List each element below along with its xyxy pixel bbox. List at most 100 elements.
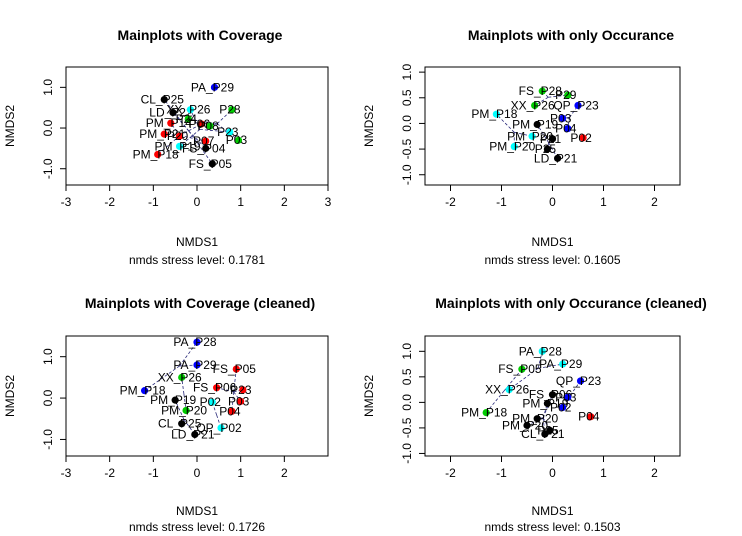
spider-line (190, 109, 201, 130)
point-label: P04 (219, 404, 241, 418)
x-tick-label: -1 (148, 195, 159, 209)
panel-3: Mainplots with Coverage (cleaned) -3 -2 -1 0… (3, 295, 329, 534)
data-point (554, 154, 562, 162)
data-point (587, 413, 595, 421)
data-point (178, 420, 186, 428)
data-point (505, 386, 513, 394)
point-label: XX_P26 (511, 98, 555, 112)
data-point (239, 386, 247, 394)
data-point (213, 384, 221, 392)
x-tick-label: 0 (194, 466, 201, 480)
data-point (538, 87, 546, 95)
point-label: PM_P19 (512, 117, 558, 131)
spider-line (542, 417, 546, 435)
y-tick-label: 1.0 (400, 343, 414, 360)
data-point (175, 132, 184, 140)
spider-line (144, 365, 180, 391)
point-label: XX_P26 (485, 383, 529, 397)
y-tick-label: -1.0 (41, 158, 55, 179)
point-label: PM_P19 (155, 139, 201, 153)
y-tick-label: -1.0 (400, 164, 414, 185)
point-label: FS_P04 (182, 141, 226, 155)
y-tick-label: 1.0 (41, 79, 55, 96)
point-label: P03 (226, 133, 248, 147)
x-tick-label: -2 (445, 195, 456, 209)
x-tick-label: 2 (281, 466, 288, 480)
data-point (191, 430, 199, 439)
point-label: PA_P29 (539, 357, 582, 371)
spider-line (508, 368, 539, 390)
x-tick-label: 0 (194, 195, 201, 209)
point-label: P29 (555, 88, 577, 102)
data-point (226, 128, 234, 136)
point-label: PM_P18 (120, 384, 166, 398)
y-tick-label: 0.5 (400, 89, 414, 106)
data-point (178, 373, 186, 381)
data-point (186, 106, 195, 114)
data-point (182, 406, 190, 415)
x-axis-label: NMDS1 (176, 504, 218, 518)
point-label: LD_P21 (534, 151, 578, 165)
data-point (202, 144, 210, 152)
data-point (154, 150, 162, 159)
data-point (564, 91, 572, 99)
point-label: PM_P20 (489, 140, 535, 154)
y-axis-label: NMDS2 (3, 375, 17, 417)
point-label: P07 (193, 134, 215, 148)
point-label: QP_P23 (553, 98, 599, 112)
x-axis-label: NMDS1 (531, 235, 573, 249)
point-label: PM_P20 (507, 129, 553, 143)
spider-line (183, 393, 187, 411)
data-point (237, 397, 245, 405)
data-point (576, 377, 585, 385)
data-point (543, 145, 552, 153)
y-tick-label: 0.0 (41, 119, 55, 136)
data-point (492, 110, 500, 118)
data-point (564, 124, 572, 133)
spider-line (216, 123, 239, 141)
data-point (541, 430, 549, 438)
x-tick-label: 0 (549, 466, 556, 480)
panel-title: Mainplots with Coverage (cleaned) (85, 295, 315, 311)
point-label: PA_P28 (173, 335, 216, 349)
data-point (167, 119, 175, 127)
point-label: P02 (200, 395, 222, 409)
data-point (543, 399, 552, 408)
data-point (197, 120, 205, 128)
data-point (579, 134, 587, 142)
data-point (559, 114, 567, 122)
x-tick-label: -1 (496, 195, 507, 209)
data-point (548, 391, 557, 399)
point-label: FS_P05 (189, 157, 233, 171)
spider-line (172, 112, 190, 132)
point-label: PA_P29 (191, 80, 234, 94)
y-axis-label: NMDS2 (3, 105, 17, 147)
point-label: P04 (578, 410, 600, 424)
stress-label: nmds stress level: 0.1781 (129, 253, 265, 267)
x-tick-label: -3 (61, 466, 72, 480)
y-tick-label: 0.0 (41, 389, 55, 406)
spider-line (188, 130, 207, 149)
point-label: P24 (176, 112, 198, 126)
point-label: P03 (228, 394, 250, 408)
data-point (228, 106, 236, 114)
spider-line (179, 123, 202, 136)
data-point (234, 136, 243, 144)
data-point (208, 160, 216, 168)
data-point (574, 101, 582, 110)
point-label: P23 (217, 125, 239, 139)
spider-line (496, 113, 515, 133)
data-point (217, 424, 225, 432)
stress-label: nmds stress level: 0.1726 (129, 520, 265, 534)
data-point (546, 426, 554, 435)
data-point (193, 361, 201, 369)
x-tick-label: 2 (281, 195, 288, 209)
x-tick-label: -2 (104, 466, 115, 480)
spider-line (233, 369, 237, 392)
y-tick-label: 1.0 (41, 348, 55, 365)
point-label: PM_P20 (512, 412, 558, 426)
data-point (169, 108, 177, 117)
data-point (202, 137, 210, 145)
data-point (533, 120, 541, 129)
